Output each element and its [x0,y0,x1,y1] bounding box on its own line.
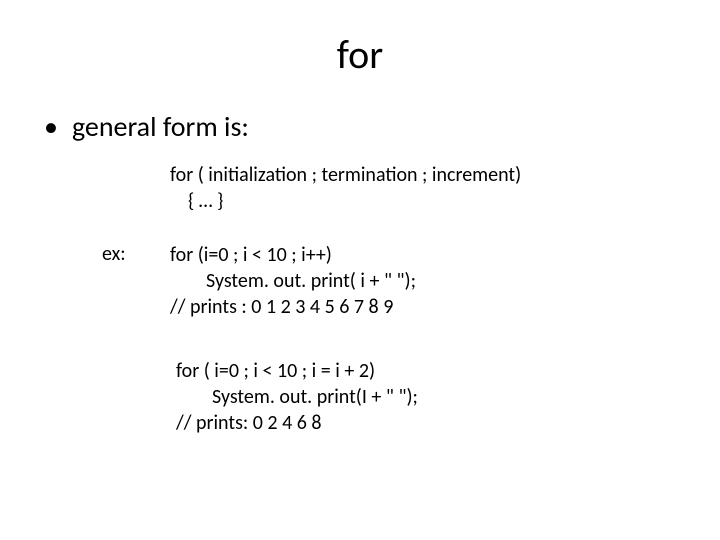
bullet-marker: • [44,109,58,144]
syntax-block: for ( initialization ; termination ; inc… [170,162,680,214]
example-label: ex: [102,242,170,266]
ex2-line3: // prints: 0 2 4 6 8 [176,410,680,436]
slide-container: for • general form is: for ( initializat… [0,0,720,456]
syntax-line-1: for ( initialization ; termination ; inc… [170,162,680,188]
ex2-line1: for ( i=0 ; i < 10 ; i = i + 2) [176,358,680,384]
example-2-code: for ( i=0 ; i < 10 ; i = i + 2) System. … [176,358,680,436]
bullet-item: • general form is: [40,109,680,144]
ex1-line3: // prints : 0 1 2 3 4 5 6 7 8 9 [170,294,416,320]
ex1-line1: for (i=0 ; i < 10 ; i++) [170,242,416,268]
example-1-code: for (i=0 ; i < 10 ; i++) System. out. pr… [170,242,416,320]
example-row-1: ex: for (i=0 ; i < 10 ; i++) System. out… [40,242,680,320]
ex2-line2: System. out. print(I + " "); [176,384,680,410]
syntax-line-2: { … } [170,188,680,214]
bullet-text: general form is: [72,109,249,144]
slide-title: for [40,30,680,79]
ex1-line2: System. out. print( i + " "); [170,268,416,294]
